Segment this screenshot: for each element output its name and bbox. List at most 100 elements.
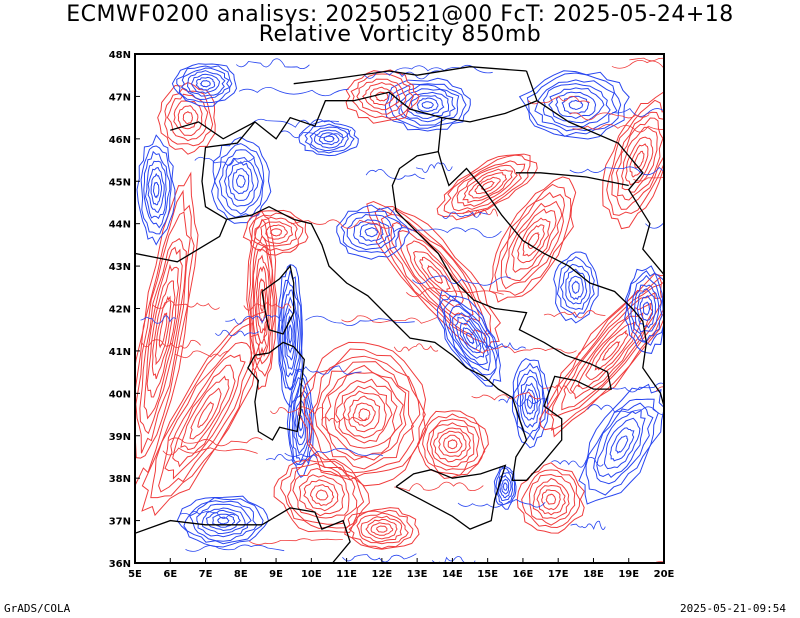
positive-vorticity-contour	[321, 364, 407, 461]
negative-vorticity-contour	[534, 79, 618, 132]
negative-vorticity-contour	[195, 76, 216, 91]
positive-vorticity-contour	[443, 434, 463, 454]
coastline	[515, 172, 629, 187]
lat-tick-label: 48N	[109, 50, 131, 61]
negative-vorticity-contour	[593, 402, 654, 485]
background-contour	[569, 166, 664, 176]
background-contour	[457, 499, 546, 508]
background-contour	[406, 287, 504, 298]
background-contour	[569, 112, 650, 121]
coastline	[261, 264, 295, 335]
positive-vorticity-contour	[527, 231, 540, 250]
positive-vorticity-contour	[164, 87, 214, 147]
positive-vorticity-contour	[292, 467, 350, 519]
background-contour	[498, 396, 549, 407]
positive-vorticity-contour	[370, 522, 394, 536]
negative-vorticity-contour	[560, 263, 591, 310]
negative-vorticity-contour	[511, 358, 550, 449]
negative-vorticity-contour	[136, 134, 176, 246]
background-contour	[442, 211, 488, 219]
background-contour	[185, 544, 285, 552]
lat-tick-label: 42N	[109, 305, 131, 316]
positive-vorticity-contour	[255, 265, 269, 334]
background-contour	[611, 59, 664, 69]
background-contour	[265, 453, 318, 466]
negative-vorticity-contour	[232, 168, 250, 195]
background-contour	[249, 538, 343, 545]
negative-vorticity-contour	[318, 132, 340, 146]
background-contour	[140, 315, 177, 324]
negative-vorticity-contour	[180, 67, 231, 101]
background-contour	[542, 384, 581, 394]
negative-vorticity-contour	[186, 70, 226, 97]
positive-vorticity-contour	[172, 364, 236, 468]
negative-vorticity-contour	[448, 305, 491, 371]
background-contour	[168, 437, 263, 447]
negative-vorticity-contour	[497, 472, 514, 502]
negative-vorticity-contour	[296, 407, 306, 439]
negative-vorticity-contour	[519, 375, 542, 429]
lon-tick-label: 20E	[654, 569, 675, 580]
negative-vorticity-contour	[223, 156, 259, 207]
positive-vorticity-contour	[146, 264, 179, 398]
positive-vorticity-contour	[429, 422, 475, 468]
background-contour	[395, 64, 493, 74]
positive-vorticity-contour	[182, 110, 194, 125]
positive-vorticity-contour	[246, 211, 278, 391]
negative-vorticity-contour	[521, 382, 539, 421]
positive-vorticity-contour	[406, 240, 464, 308]
negative-vorticity-contour	[499, 474, 512, 499]
positive-vorticity-contour	[298, 341, 427, 487]
negative-vorticity-contour	[284, 307, 296, 361]
background-contour	[551, 457, 604, 468]
positive-vorticity-contour	[344, 507, 420, 550]
lat-tick-label: 39N	[109, 432, 131, 443]
lat-tick-label: 41N	[109, 347, 131, 358]
positive-vorticity-contour	[141, 310, 269, 517]
positive-vorticity-contour	[436, 153, 538, 221]
positive-vorticity-contour	[528, 473, 576, 526]
positive-vorticity-contour	[348, 509, 414, 550]
positive-vorticity-contour	[545, 272, 664, 431]
background-contour	[655, 386, 664, 392]
negative-vorticity-contour	[421, 101, 434, 109]
coastline	[226, 150, 612, 481]
negative-vorticity-contour	[452, 312, 489, 366]
positive-vorticity-contour	[254, 216, 298, 247]
background-contour	[656, 561, 664, 563]
positive-vorticity-contour	[511, 208, 557, 273]
background-contour	[236, 58, 310, 70]
lat-tick-label: 45N	[109, 177, 131, 188]
positive-vorticity-contour	[602, 90, 664, 230]
lat-tick-label: 38N	[109, 474, 131, 485]
positive-vorticity-contour	[143, 246, 183, 420]
positive-vorticity-contour	[360, 515, 403, 543]
background-contour	[180, 510, 236, 519]
positive-vorticity-contour	[135, 211, 191, 454]
footer-credit: GrADS/COLA	[4, 602, 71, 615]
negative-vorticity-contour	[309, 126, 349, 152]
positive-vorticity-contour	[462, 168, 514, 204]
positive-vorticity-contour	[569, 302, 654, 400]
positive-vorticity-contour	[456, 164, 518, 207]
lon-tick-label: 6E	[163, 569, 177, 580]
background-contour	[543, 310, 606, 319]
background-contour	[278, 129, 351, 139]
background-contour	[570, 520, 606, 531]
background-contour	[393, 227, 502, 239]
lon-tick-label: 9E	[269, 569, 283, 580]
negative-vorticity-contour	[526, 394, 533, 409]
background-contour	[225, 314, 282, 325]
positive-vorticity-contour	[500, 191, 565, 290]
map-title: ECMWF0200 analisys: 20250521@00 FcT: 202…	[66, 2, 734, 27]
positive-vorticity-contour	[158, 312, 168, 349]
positive-vorticity-contour	[551, 283, 664, 417]
positive-vorticity-contour	[273, 452, 370, 534]
positive-vorticity-contour	[536, 484, 566, 516]
positive-vorticity-contour	[611, 111, 664, 210]
lat-tick-label: 47N	[109, 92, 131, 103]
negative-vorticity-contour	[609, 427, 635, 462]
positive-vorticity-contour	[151, 280, 176, 380]
positive-vorticity-contour	[521, 469, 581, 529]
background-contour	[527, 95, 590, 105]
